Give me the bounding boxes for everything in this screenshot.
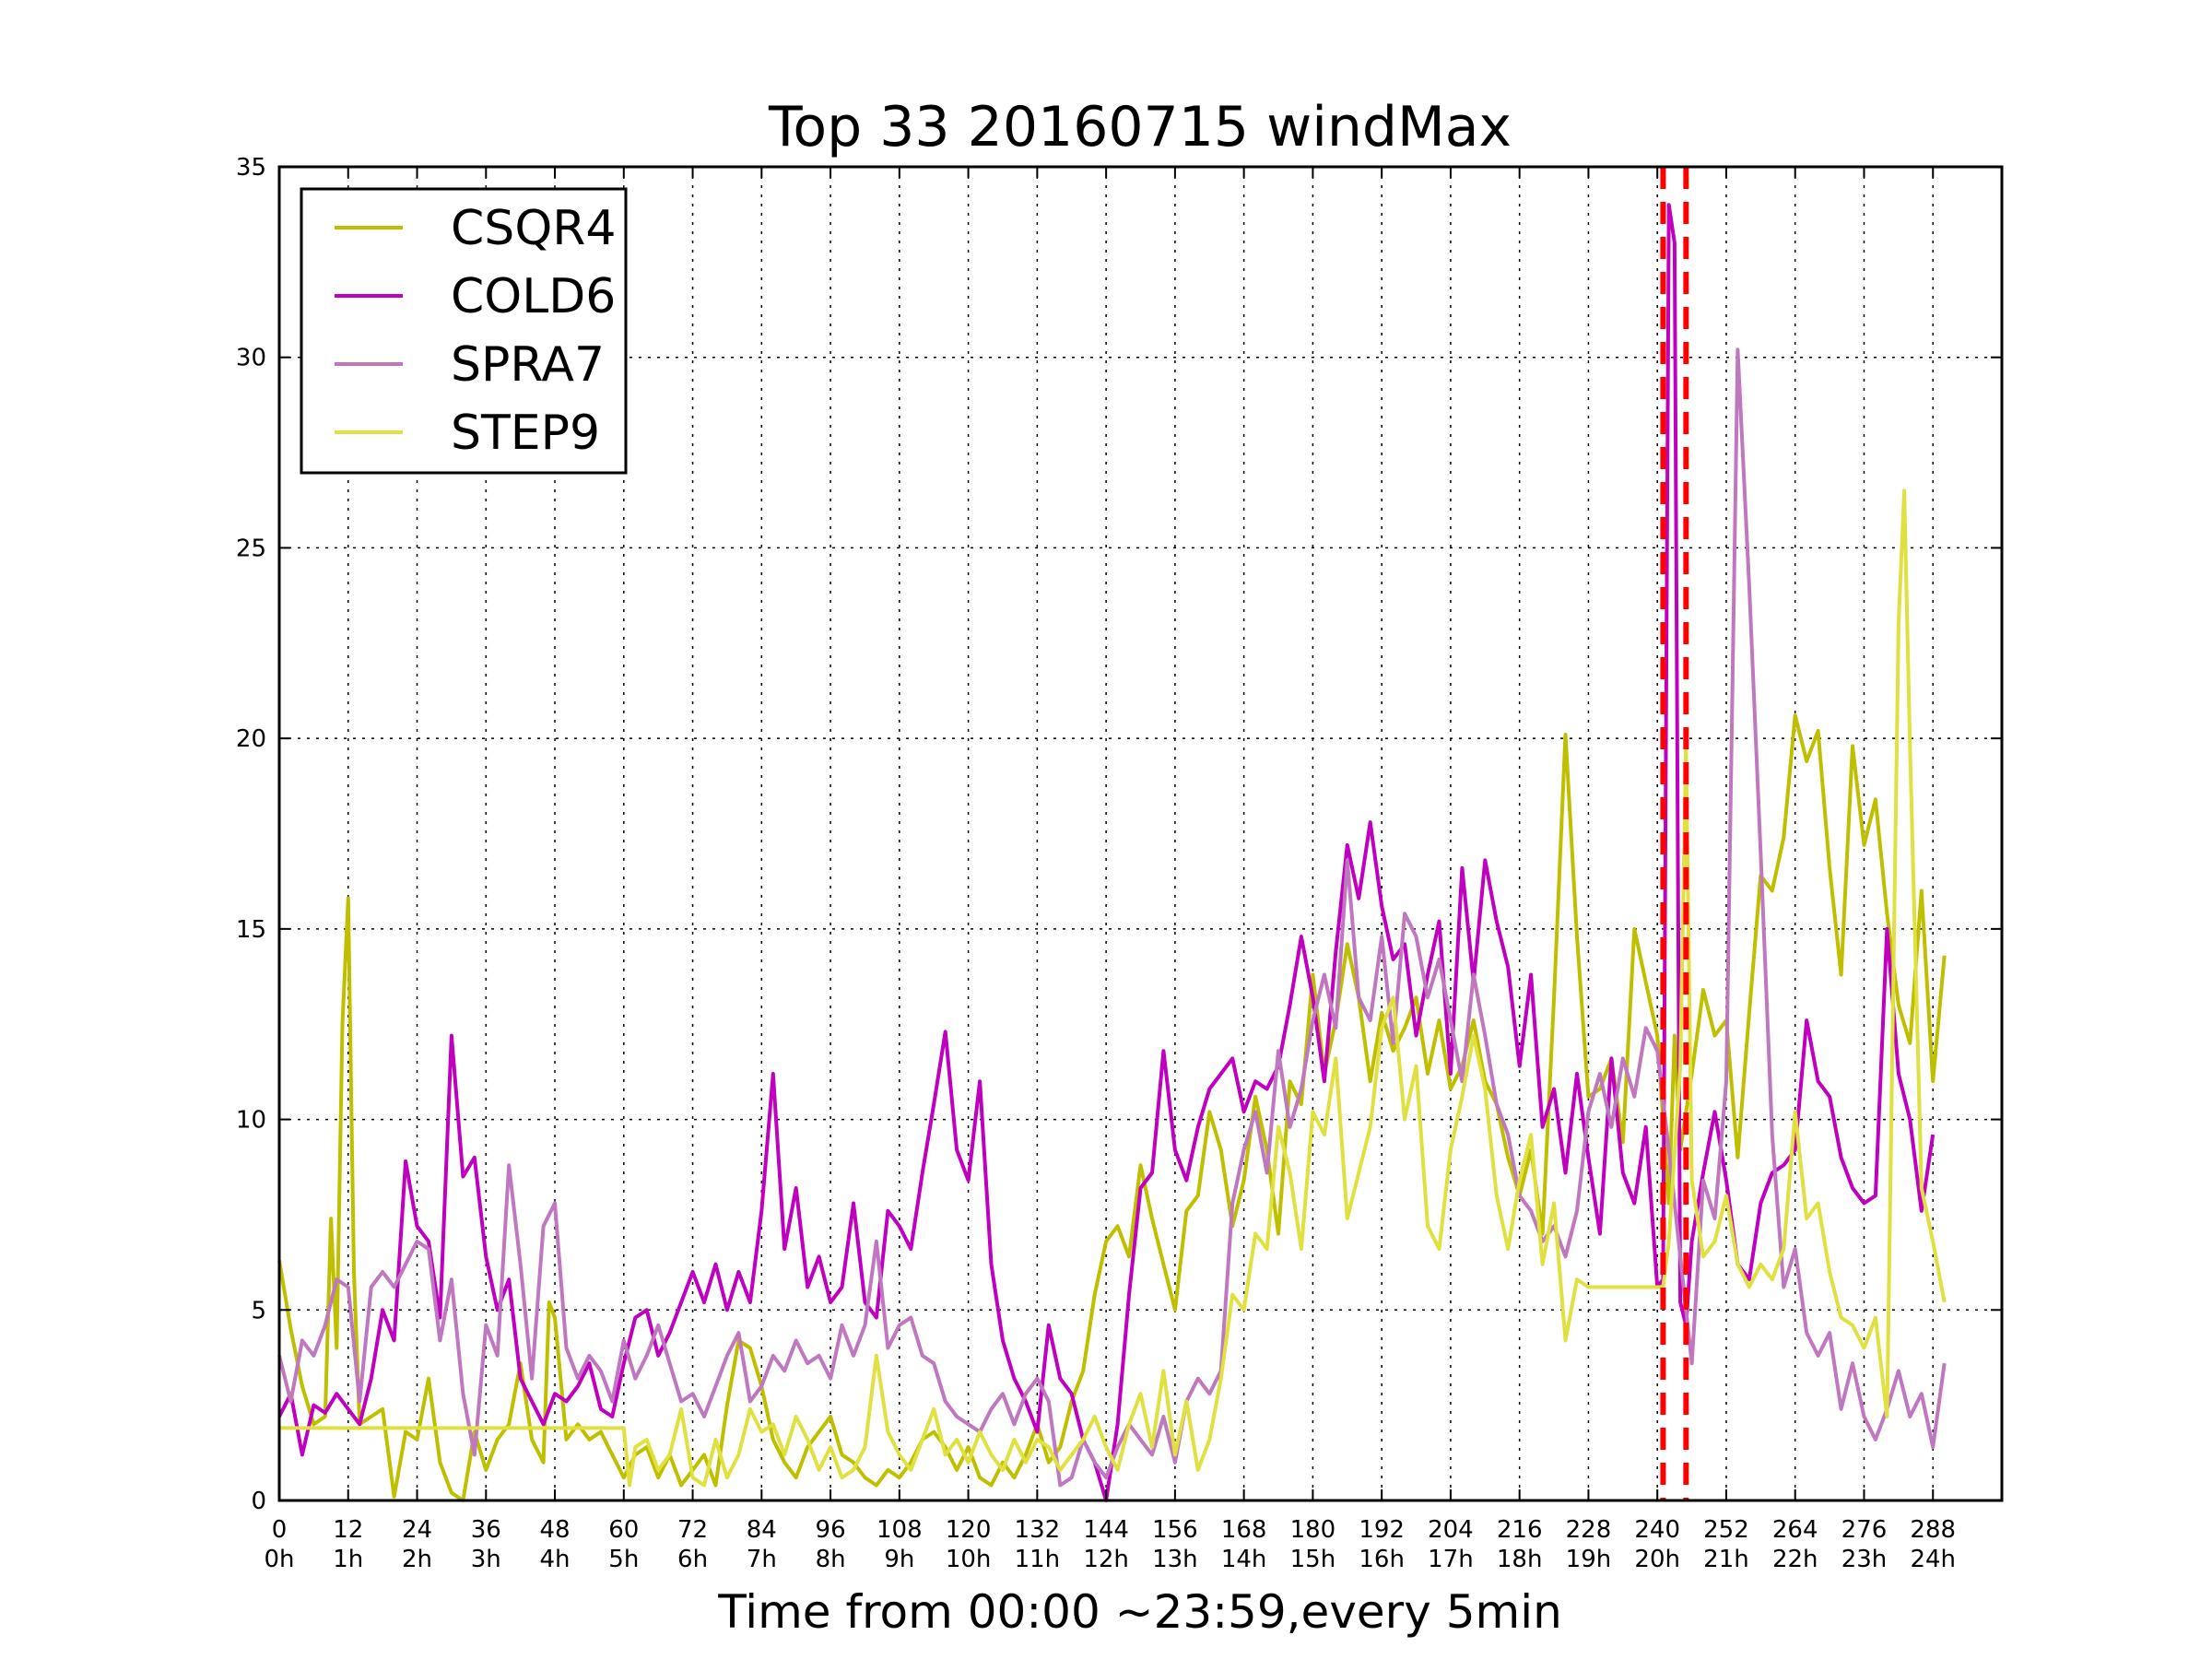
y-tick-label: 15 <box>236 916 266 944</box>
x-tick-sublabel: 22h <box>1772 1546 1818 1573</box>
x-tick-sublabel: 21h <box>1703 1546 1749 1573</box>
x-tick-label: 216 <box>1497 1516 1543 1544</box>
x-tick-label: 0 <box>272 1516 288 1544</box>
x-tick-label: 12 <box>333 1516 363 1544</box>
x-tick-sublabel: 2h <box>402 1546 432 1573</box>
x-tick-label: 252 <box>1703 1516 1749 1544</box>
x-tick-sublabel: 20h <box>1634 1546 1680 1573</box>
x-tick-label: 156 <box>1152 1516 1198 1544</box>
x-tick-label: 264 <box>1772 1516 1818 1544</box>
y-tick-label: 20 <box>236 725 266 753</box>
x-tick-label: 84 <box>747 1516 777 1544</box>
y-tick-label: 10 <box>236 1107 266 1135</box>
x-tick-sublabel: 8h <box>816 1546 846 1573</box>
x-tick-label: 144 <box>1083 1516 1129 1544</box>
x-tick-sublabel: 10h <box>946 1546 992 1573</box>
axis-ticks: 00h121h242h363h484h605h726h847h968h1089h… <box>236 154 2002 1573</box>
x-tick-sublabel: 24h <box>1910 1546 1956 1573</box>
x-tick-label: 180 <box>1290 1516 1336 1544</box>
x-tick-label: 96 <box>816 1516 846 1544</box>
x-tick-label: 228 <box>1566 1516 1612 1544</box>
x-axis-label: Time from 00:00 ~23:59,every 5min <box>717 1585 1562 1639</box>
x-tick-sublabel: 0h <box>264 1546 294 1573</box>
series-line-cold6 <box>277 203 1936 1502</box>
y-tick-label: 35 <box>236 154 266 182</box>
legend-box <box>300 187 628 475</box>
x-tick-label: 60 <box>608 1516 639 1544</box>
x-tick-sublabel: 16h <box>1359 1546 1405 1573</box>
x-tick-sublabel: 6h <box>677 1546 708 1573</box>
x-tick-sublabel: 23h <box>1841 1546 1888 1573</box>
x-tick-sublabel: 19h <box>1566 1546 1612 1573</box>
y-tick-label: 25 <box>236 535 266 562</box>
x-tick-label: 132 <box>1015 1516 1061 1544</box>
x-tick-label: 120 <box>946 1516 992 1544</box>
x-tick-label: 168 <box>1221 1516 1267 1544</box>
x-tick-sublabel: 13h <box>1152 1546 1198 1573</box>
series-line-csqr4 <box>277 713 1947 1502</box>
x-tick-label: 204 <box>1428 1516 1474 1544</box>
x-tick-sublabel: 11h <box>1015 1546 1061 1573</box>
x-tick-label: 276 <box>1841 1516 1888 1544</box>
x-tick-label: 108 <box>877 1516 923 1544</box>
x-tick-sublabel: 14h <box>1221 1546 1267 1573</box>
chart-title: Top 33 20160715 windMax <box>768 95 1512 159</box>
highlight-lines <box>1660 167 1689 1500</box>
x-tick-label: 24 <box>402 1516 432 1544</box>
x-tick-label: 192 <box>1359 1516 1405 1544</box>
legend-label: STEP9 <box>451 406 600 461</box>
legend: CSQR4 COLD6 SPRA7 STEP9 <box>300 187 628 475</box>
x-tick-sublabel: 12h <box>1083 1546 1129 1573</box>
x-tick-sublabel: 1h <box>333 1546 363 1573</box>
legend-label: SPRA7 <box>451 337 605 393</box>
legend-label: COLD6 <box>451 269 616 324</box>
legend-label: CSQR4 <box>451 201 616 256</box>
x-tick-sublabel: 9h <box>884 1546 914 1573</box>
x-tick-label: 240 <box>1634 1516 1680 1544</box>
y-tick-label: 5 <box>251 1297 266 1324</box>
x-tick-label: 48 <box>539 1516 570 1544</box>
plot-frame <box>277 165 2004 1502</box>
series-line-step9 <box>279 488 1947 1488</box>
x-tick-label: 36 <box>471 1516 501 1544</box>
x-tick-sublabel: 3h <box>471 1546 501 1573</box>
x-tick-label: 72 <box>677 1516 708 1544</box>
x-tick-sublabel: 17h <box>1428 1546 1474 1573</box>
x-tick-sublabel: 5h <box>608 1546 639 1573</box>
x-tick-sublabel: 7h <box>747 1546 777 1573</box>
y-tick-label: 30 <box>236 345 266 372</box>
x-tick-sublabel: 15h <box>1290 1546 1336 1573</box>
x-tick-label: 288 <box>1910 1516 1956 1544</box>
x-tick-sublabel: 18h <box>1497 1546 1543 1573</box>
series-lines <box>277 203 1947 1502</box>
y-tick-label: 0 <box>251 1488 266 1515</box>
x-tick-sublabel: 4h <box>540 1546 571 1573</box>
